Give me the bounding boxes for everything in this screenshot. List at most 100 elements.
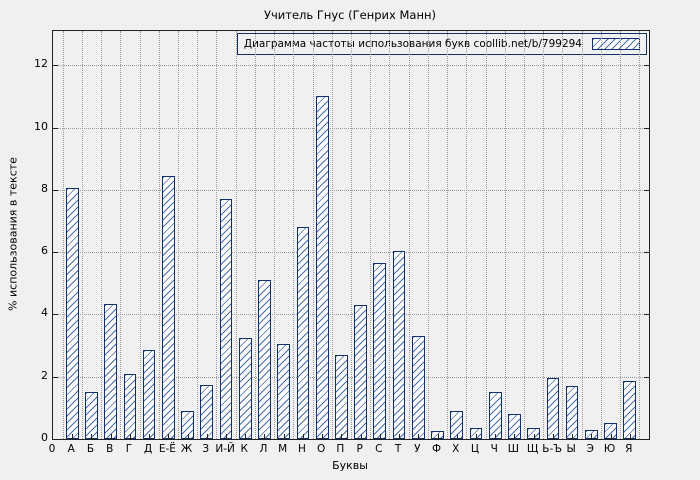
x-tick-label: Х (452, 443, 460, 455)
gridline-v (331, 31, 333, 439)
bar (315, 96, 329, 439)
x-tick-label: Д (144, 443, 153, 455)
x-tick-label: Щ (526, 443, 539, 455)
gridline-v (408, 31, 410, 439)
tick-y (53, 376, 58, 378)
tick-x (149, 434, 151, 439)
x-tick-label: А (67, 443, 75, 455)
tick-x (283, 434, 285, 439)
gridline-v (485, 31, 487, 439)
x-tick-label: П (336, 443, 345, 455)
bar (354, 305, 367, 439)
tick-x (495, 434, 497, 439)
bar (104, 303, 118, 439)
x-tick-label: Ж (180, 443, 193, 455)
bar (431, 431, 444, 439)
x-tick-label: Э (586, 443, 594, 455)
bar (296, 227, 310, 439)
gridline-v (293, 31, 295, 439)
bar (123, 373, 137, 439)
y-tick-label: 8 (41, 181, 48, 195)
tick-x (514, 434, 516, 439)
tick-x (264, 434, 266, 439)
x-tick-label: Е-Ё (158, 443, 176, 455)
tick-x (629, 434, 631, 439)
chart-title: Учитель Гнус (Генрих Манн) (264, 8, 436, 22)
legend: Диаграмма частоты использования букв coo… (236, 33, 647, 55)
tick-y (644, 65, 649, 67)
x-tick-label: Ч (490, 443, 498, 455)
bar (85, 392, 98, 439)
bar (546, 378, 560, 439)
tick-x (226, 434, 228, 439)
x-tick-label: К (240, 443, 248, 455)
bar (411, 336, 425, 439)
gridline-v (427, 31, 429, 439)
tick-x (399, 434, 401, 439)
gridline-v (312, 31, 314, 439)
tick-x (437, 434, 439, 439)
bar (392, 250, 406, 439)
tick-y (53, 127, 58, 129)
tick-x (168, 434, 170, 439)
gridline-v (524, 31, 526, 439)
bar (373, 263, 387, 439)
tick-x (245, 434, 247, 439)
tick-y (53, 189, 58, 191)
x-tick-label: Я (625, 443, 633, 455)
tick-x (475, 434, 477, 439)
y-tick-label: 4 (41, 306, 48, 320)
x-tick-label: Б (86, 443, 95, 455)
y-tick-label: 12 (34, 57, 48, 71)
bar (162, 175, 175, 439)
x-tick-label: О (317, 443, 326, 455)
x-tick-label: Ы (566, 443, 576, 455)
legend-label: Диаграмма частоты использования букв coo… (243, 38, 582, 50)
tick-y (644, 252, 649, 254)
bar (488, 392, 502, 439)
gridline-v (581, 31, 583, 439)
gridline-v (639, 31, 641, 439)
gridline-v (274, 31, 276, 439)
tick-y (644, 189, 649, 191)
x-axis-label: Буквы (332, 459, 368, 472)
gridline-v (389, 31, 391, 439)
x-tick-label: Ь-Ъ (542, 443, 562, 455)
y-axis-label: % использования в тексте (6, 157, 20, 311)
x-tick-label: М (278, 443, 288, 455)
bar (565, 386, 579, 439)
tick-x (129, 434, 131, 439)
x-tick-label: Ш (507, 443, 520, 455)
tick-y (644, 376, 649, 378)
bar (335, 354, 348, 439)
x-tick-label: Р (356, 443, 363, 455)
gridline-v (351, 31, 352, 439)
x-tick-label: Ф (431, 443, 442, 455)
gridline-v (216, 31, 218, 439)
tick-x (591, 434, 593, 439)
tick-y (53, 439, 58, 440)
tick-y (53, 252, 58, 254)
x-tick-label: Ц (470, 443, 480, 455)
bar (258, 280, 271, 439)
gridline-v (620, 31, 622, 439)
x-tick-label: У (414, 443, 421, 455)
bar (200, 384, 214, 439)
tick-x (379, 434, 381, 439)
tick-x (533, 434, 535, 439)
gridline-v (62, 31, 64, 439)
gridline-v (447, 31, 449, 439)
tick-x (91, 434, 93, 439)
bar (181, 410, 194, 439)
bar (623, 381, 637, 439)
gridline-v (197, 31, 199, 439)
x-tick-label: Л (259, 443, 268, 455)
x-origin-label: 0 (48, 443, 56, 455)
tick-x (187, 434, 189, 439)
tick-y (53, 65, 58, 67)
tick-x (360, 434, 362, 439)
bar (277, 344, 291, 439)
tick-y (644, 439, 649, 440)
bar (142, 350, 156, 439)
